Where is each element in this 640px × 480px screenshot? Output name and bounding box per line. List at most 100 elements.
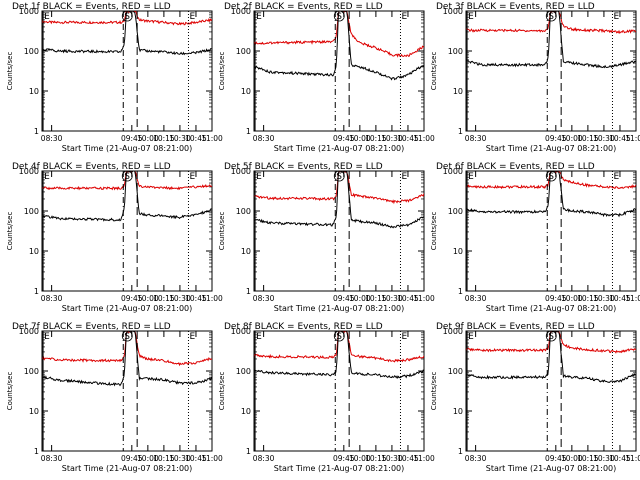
x-tick-label: 09:45 (121, 294, 143, 303)
detector-panel-6: Det 6f BLACK = Events, RED = LLD Counts/s… (430, 162, 640, 313)
marker-label: E (256, 172, 262, 182)
y-axis-label: Counts/sec (430, 212, 438, 251)
x-tick-label: 09:45 (333, 134, 355, 143)
x-tick-label: 10:45 (609, 134, 631, 143)
x-axis-label: Start Time (21-Aug-07 08:21:00) (274, 464, 405, 473)
detector-panel-3: Det 3f BLACK = Events, RED = LLD Counts/s… (430, 2, 640, 153)
y-tick-label: 1 (246, 127, 251, 136)
plot-frame (253, 10, 425, 132)
x-tick-label: 10:45 (185, 454, 207, 463)
y-tick-label: 1000 (19, 167, 39, 176)
y-tick-label: 10 (241, 247, 251, 256)
panel-title: Det 8f BLACK = Events, RED = LLD (224, 322, 383, 332)
x-tick-label: 10:15 (153, 134, 175, 143)
marker-label: E (44, 172, 50, 182)
marker-label: S (548, 12, 554, 22)
marker-label: E (468, 172, 474, 182)
x-tick-label: 10:15 (365, 454, 387, 463)
x-tick-label: 10:30 (593, 134, 615, 143)
y-tick-label: 1000 (231, 7, 251, 16)
y-tick-label: 100 (24, 47, 39, 56)
x-tick-label: 10:00 (349, 454, 371, 463)
panel-title: Det 2f BLACK = Events, RED = LLD (224, 2, 383, 12)
y-tick-label: 100 (24, 367, 39, 376)
x-tick-label: 08:30 (465, 134, 487, 143)
series-events-line (42, 171, 212, 222)
plot-frame (41, 330, 213, 452)
plot-frame (41, 170, 213, 292)
x-axis-label: Start Time (21-Aug-07 08:21:00) (274, 304, 405, 313)
panel-title: Det 9f BLACK = Events, RED = LLD (436, 322, 595, 332)
x-tick-label: 10:45 (609, 454, 631, 463)
x-tick-label: 10:30 (593, 454, 615, 463)
y-tick-label: 1 (458, 447, 463, 456)
x-tick-label: 10:45 (397, 294, 419, 303)
x-tick-label: 10:00 (349, 134, 371, 143)
x-tick-label: 10:00 (561, 134, 583, 143)
x-tick-label: 08:30 (465, 294, 487, 303)
y-tick-label: 10 (241, 87, 251, 96)
x-axis-label: Start Time (21-Aug-07 08:21:00) (274, 144, 405, 153)
y-tick-label: 1000 (443, 7, 463, 16)
y-tick-label: 10 (453, 247, 463, 256)
y-axis-label: Counts/sec (6, 52, 14, 91)
panel-title: Det 4f BLACK = Events, RED = LLD (12, 162, 171, 172)
marker-label: E (468, 12, 474, 22)
marker-label: S (336, 12, 342, 22)
detector-panel-5: Det 5f BLACK = Events, RED = LLD Counts/s… (218, 162, 435, 313)
x-tick-label: 11:00 (413, 454, 435, 463)
y-tick-label: 1000 (231, 167, 251, 176)
x-axis-label: Start Time (21-Aug-07 08:21:00) (62, 144, 193, 153)
y-tick-label: 1000 (19, 327, 39, 336)
x-tick-label: 11:00 (201, 294, 223, 303)
x-tick-label: 10:45 (609, 294, 631, 303)
y-axis-label: Counts/sec (218, 212, 226, 251)
marker-label: E (189, 12, 195, 22)
plot-frame (465, 10, 637, 132)
x-tick-label: 10:00 (349, 294, 371, 303)
x-tick-label: 10:45 (397, 134, 419, 143)
panel-title: Det 1f BLACK = Events, RED = LLD (12, 2, 171, 12)
marker-label: S (548, 172, 554, 182)
marker-label: E (44, 12, 50, 22)
marker-label: E (401, 172, 407, 182)
x-tick-label: 10:15 (365, 294, 387, 303)
marker-label: E (401, 332, 407, 342)
marker-label: E (256, 332, 262, 342)
plot-frame (465, 170, 637, 292)
y-tick-label: 100 (236, 207, 251, 216)
marker-label: E (613, 172, 619, 182)
x-tick-label: 10:15 (153, 294, 175, 303)
series-lld-line (42, 331, 212, 367)
marker-label: E (613, 12, 619, 22)
detector-panel-4: Det 4f BLACK = Events, RED = LLD Counts/s… (6, 162, 223, 313)
marker-label: E (189, 332, 195, 342)
series-lld-line (42, 171, 212, 191)
plot-frame (465, 330, 637, 452)
x-tick-label: 10:15 (577, 454, 599, 463)
marker-circle (121, 330, 133, 342)
x-tick-label: 10:15 (153, 454, 175, 463)
detector-panel-1: Det 1f BLACK = Events, RED = LLD Counts/s… (6, 2, 223, 153)
marker-circle (545, 330, 557, 342)
detector-panel-9: Det 9f BLACK = Events, RED = LLD Counts/s… (430, 322, 640, 473)
panel-title: Det 7f BLACK = Events, RED = LLD (12, 322, 171, 332)
marker-circle (333, 10, 345, 22)
x-tick-label: 10:30 (381, 294, 403, 303)
y-tick-label: 1 (458, 287, 463, 296)
y-tick-label: 1 (458, 127, 463, 136)
series-lld-line (254, 11, 424, 58)
x-tick-label: 10:45 (185, 134, 207, 143)
x-axis-label: Start Time (21-Aug-07 08:21:00) (62, 304, 193, 313)
x-tick-label: 11:00 (625, 294, 640, 303)
x-tick-label: 08:30 (41, 134, 63, 143)
x-tick-label: 09:45 (121, 134, 143, 143)
y-axis-label: Counts/sec (218, 52, 226, 91)
marker-circle (121, 10, 133, 22)
marker-label: S (124, 12, 130, 22)
x-tick-label: 08:30 (41, 454, 63, 463)
x-tick-label: 10:30 (169, 454, 191, 463)
panel-title: Det 3f BLACK = Events, RED = LLD (436, 2, 595, 12)
x-tick-label: 10:30 (169, 294, 191, 303)
